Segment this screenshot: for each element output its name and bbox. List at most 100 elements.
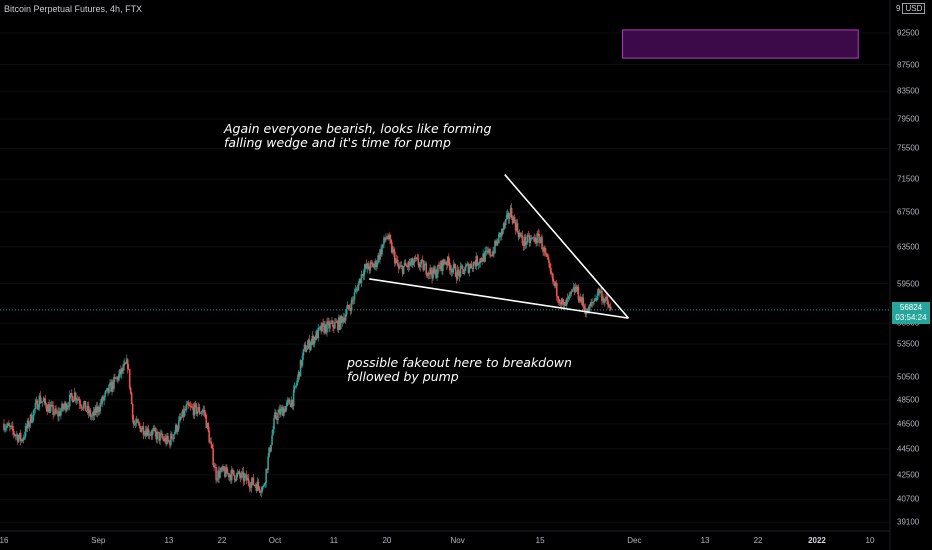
candle (524, 233, 527, 250)
candle (266, 468, 268, 474)
candle (259, 489, 262, 496)
candle (561, 297, 564, 306)
candle (462, 268, 465, 274)
candle (325, 323, 327, 335)
candle (434, 265, 436, 276)
candle (447, 256, 449, 269)
candle (390, 234, 392, 245)
candle (201, 408, 204, 415)
candle (435, 266, 437, 279)
candle (272, 426, 274, 436)
candle (230, 466, 233, 484)
candle (108, 384, 110, 394)
candle (300, 360, 303, 368)
candle (359, 278, 362, 284)
candle (607, 294, 609, 310)
candle (405, 264, 408, 268)
candle (105, 389, 107, 394)
candle (115, 377, 117, 379)
candle (293, 382, 296, 393)
candle (68, 401, 70, 411)
annotation-falling-wedge[interactable]: Again everyone bearish, looks like formi… (224, 122, 491, 150)
annotation-line: Again everyone bearish, looks like formi… (224, 121, 492, 136)
candle (231, 468, 234, 474)
candle (284, 406, 286, 414)
candle (247, 473, 250, 487)
candle (191, 403, 194, 410)
candle (99, 399, 102, 414)
candle (208, 426, 211, 445)
candle (246, 474, 249, 481)
candle (93, 408, 96, 421)
candle (529, 234, 532, 247)
candle (120, 365, 122, 378)
candle (536, 230, 538, 247)
candle (20, 438, 23, 443)
candle (500, 232, 502, 241)
candle (361, 274, 364, 279)
candle (501, 227, 503, 241)
candle (17, 434, 20, 443)
candle (391, 239, 393, 254)
price-tick-label: 71500 (897, 174, 920, 184)
candle (516, 219, 519, 234)
candle (538, 229, 540, 247)
candle (224, 466, 226, 479)
candle (386, 235, 388, 239)
candle (525, 241, 528, 249)
candle (324, 321, 326, 334)
candle (128, 368, 131, 390)
candle (463, 267, 466, 276)
candle (303, 342, 306, 352)
candle (322, 318, 324, 327)
candle (539, 236, 541, 244)
candle (57, 407, 59, 422)
candle (46, 404, 49, 416)
target-box (622, 29, 859, 59)
candle (26, 418, 29, 432)
time-tick-label: 15 (535, 536, 545, 545)
candle (125, 354, 128, 364)
candle (271, 430, 273, 446)
candle (151, 428, 154, 440)
candle (47, 401, 49, 412)
candle (433, 265, 435, 275)
candle (344, 310, 347, 324)
candle (555, 279, 558, 301)
candle (24, 422, 27, 440)
candle (585, 308, 588, 318)
candle (25, 423, 28, 432)
candle (398, 262, 401, 270)
candle (29, 413, 32, 428)
time-tick-label: 22 (753, 536, 763, 545)
annotation-fakeout[interactable]: possible fakeout here to breakdown follo… (347, 356, 572, 384)
candle (453, 262, 456, 268)
candle (410, 257, 413, 267)
candle (570, 289, 573, 297)
candle (69, 392, 72, 399)
candle (58, 406, 60, 422)
currency-label[interactable]: 9 USD (896, 3, 926, 14)
candle (117, 376, 119, 384)
candle (290, 396, 293, 409)
candle (217, 467, 219, 483)
candle (114, 373, 116, 382)
candle (34, 398, 37, 414)
candle (79, 399, 82, 409)
candle (190, 403, 193, 408)
candle (377, 252, 379, 265)
candle (332, 320, 334, 332)
candle (291, 399, 294, 410)
candle (140, 427, 143, 433)
candle (578, 295, 581, 304)
candle (219, 467, 221, 479)
candle (387, 232, 389, 241)
candle (512, 215, 515, 224)
candle (21, 437, 24, 443)
candle (197, 402, 200, 412)
candle (177, 416, 180, 432)
candle (354, 285, 357, 293)
candle (74, 391, 77, 404)
candle (311, 331, 314, 346)
